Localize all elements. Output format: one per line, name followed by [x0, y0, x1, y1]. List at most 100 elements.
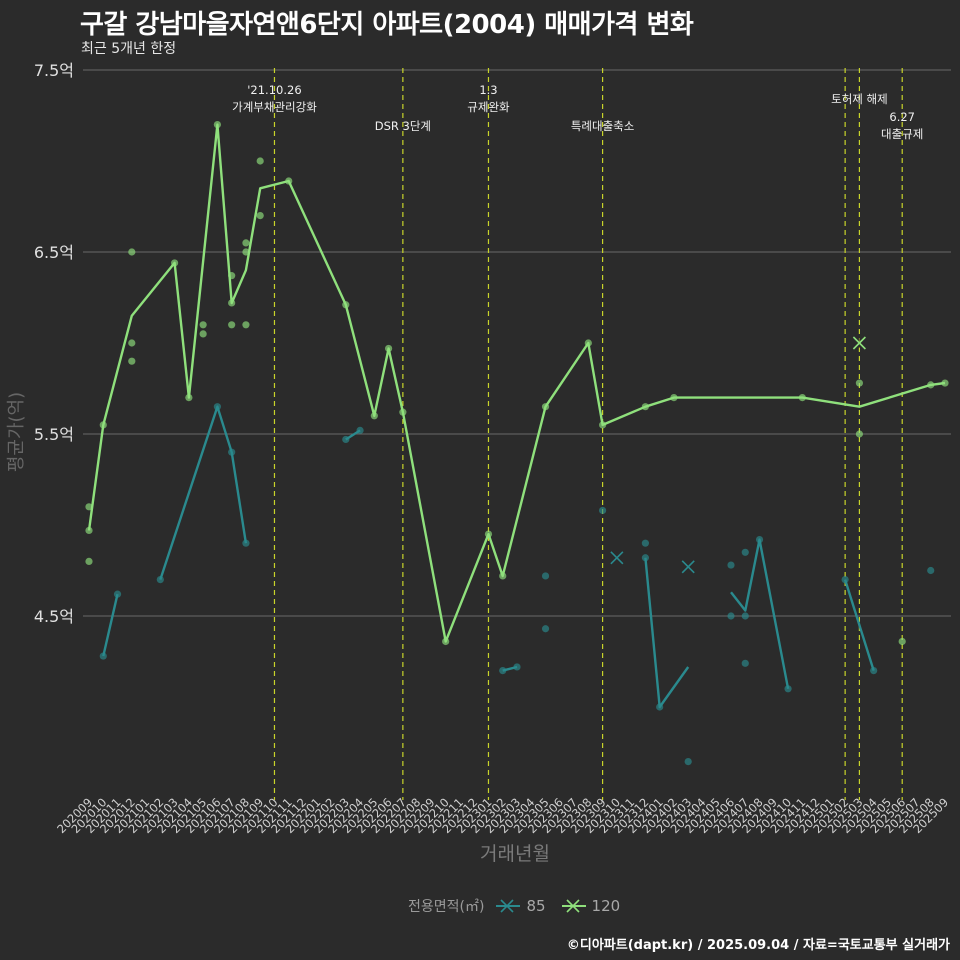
legend-key-85: [496, 899, 521, 913]
series-120-point: [185, 394, 193, 402]
series-120-point: [370, 412, 378, 420]
y-tick-label: 6.5억: [34, 243, 74, 262]
series-85-point: [727, 612, 735, 620]
series-85-point: [113, 590, 122, 598]
event-label: DSR 3단계: [375, 119, 431, 133]
series-85-point: [342, 435, 350, 444]
series-120-point: [228, 272, 236, 280]
series-120-point: [385, 344, 393, 353]
event-label: 1.3: [479, 83, 497, 97]
series-120-point: [670, 394, 678, 402]
series-85-point: [841, 576, 849, 584]
series-85-point: [356, 426, 364, 434]
series-120-point: [855, 430, 864, 438]
series-120-point: [584, 339, 592, 347]
legend-label-120: 120: [591, 897, 621, 915]
legend-label-85: 85: [526, 897, 546, 915]
event-label: 규제완화: [467, 100, 510, 114]
series-85-point: [499, 667, 507, 675]
series-85-point: [727, 561, 735, 569]
y-tick-label: 7.5억: [34, 61, 74, 80]
series-120-point: [199, 321, 207, 329]
legend-key-120: [561, 899, 586, 913]
series-85-line: [159, 405, 248, 580]
series-85-point: [541, 625, 550, 633]
series-120-point: [128, 339, 136, 347]
series-120-point: [228, 299, 236, 307]
series-120-point: [242, 239, 250, 247]
series-85-point: [755, 535, 764, 544]
series-120-point: [499, 572, 507, 580]
series-85-cross: [610, 551, 624, 565]
chart-subtitle: 최근 5개년 한정: [81, 41, 177, 57]
chart-title: 구갈 강남마을자연앤6단지 아파트(2004) 매매가격 변화: [80, 10, 694, 40]
series-120-point: [242, 321, 250, 329]
series-120-point: [484, 530, 493, 538]
series-120-point: [442, 637, 450, 646]
series-85-point: [99, 652, 107, 660]
series-120-point: [128, 357, 136, 365]
series-120-point: [99, 421, 107, 429]
series-120-point: [228, 321, 236, 329]
series-120-point: [128, 248, 136, 256]
event-label: '21.10.26: [247, 83, 301, 97]
series-120-line: [87, 123, 946, 643]
series-85-point: [870, 667, 878, 675]
series-85-line: [102, 593, 119, 657]
cross-stroke: [610, 551, 624, 565]
series-120-point: [256, 157, 264, 165]
series-85-point: [741, 659, 749, 667]
legend-item-85: 85: [496, 897, 546, 915]
series-85-point: [927, 566, 935, 575]
series-85-point: [741, 612, 749, 620]
series-85-point: [541, 572, 550, 580]
series-120-point: [399, 408, 407, 416]
series-120-point: [85, 557, 93, 566]
series-layer: [85, 121, 949, 766]
event-label: 대출규제: [881, 127, 923, 141]
cross-stroke: [852, 336, 866, 350]
series-85-point: [156, 576, 164, 584]
series-85-point: [641, 554, 650, 562]
series-120-point: [798, 394, 806, 402]
series-120-point: [242, 248, 250, 256]
series-120-point: [256, 212, 264, 220]
legend: 전용면적(㎡) 85 120: [408, 896, 628, 916]
series-85-point: [656, 703, 664, 711]
series-120-point: [85, 503, 93, 511]
series-120-point: [898, 637, 906, 646]
series-120-point: [541, 403, 550, 411]
grid-layer: [83, 69, 951, 617]
series-85-line: [730, 538, 790, 690]
y-tick-label: 4.5억: [34, 607, 74, 626]
series-85-point: [228, 448, 236, 456]
axis-layer: 4.5억5.5억6.5억7.5억평균가(억)거래년월20200920201020…: [6, 61, 951, 865]
series-120-point: [342, 301, 350, 309]
series-85-point: [213, 403, 221, 411]
series-85-point: [641, 539, 650, 547]
event-label: 가계부채관리강화: [232, 100, 317, 114]
series-120-point: [85, 526, 93, 535]
series-120-point: [285, 177, 293, 185]
series-85-point: [242, 539, 250, 547]
series-85-point: [784, 685, 792, 693]
series-85-line: [644, 557, 690, 709]
series-120-point: [855, 379, 864, 387]
series-120-point: [199, 330, 207, 338]
legend-item-120: 120: [561, 897, 621, 915]
series-85-point: [599, 506, 607, 515]
series-120-point: [641, 403, 650, 411]
series-120-cross: [852, 336, 866, 350]
series-85-line: [843, 579, 875, 671]
event-label: 특례대출축소: [571, 119, 634, 133]
series-85-point: [741, 548, 749, 556]
series-120-point: [599, 421, 607, 429]
legend-title: 전용면적(㎡): [408, 899, 485, 915]
series-120-point: [171, 259, 179, 267]
y-axis-title: 평균가(억): [6, 392, 27, 472]
y-tick-label: 5.5억: [34, 425, 74, 444]
series-85-cross: [681, 560, 695, 574]
source-caption: ©디아파트(dapt.kr) / 2025.09.04 / 자료=국토교통부 실…: [566, 938, 950, 953]
